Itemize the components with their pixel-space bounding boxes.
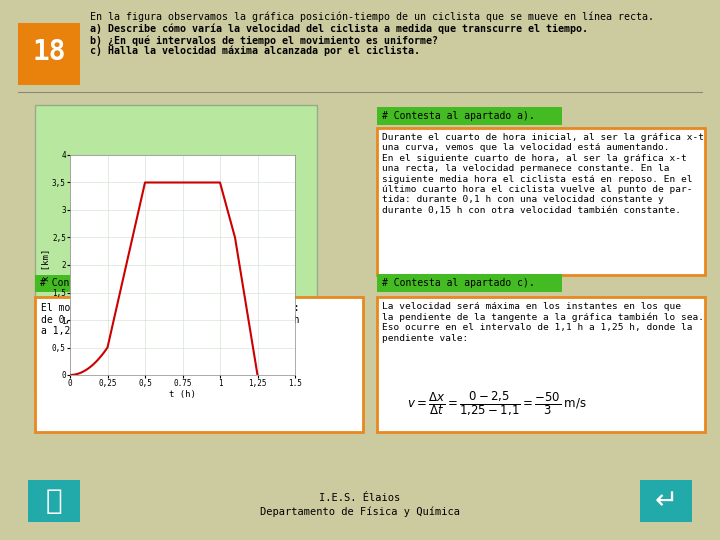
Bar [35, 105, 317, 390]
Text: ↵: ↵ [654, 487, 678, 515]
Bar [18, 23, 80, 85]
Text: b) ¿En qué intervalos de tiempo el movimiento es uniforme?: b) ¿En qué intervalos de tiempo el movim… [90, 35, 438, 45]
Text: $v = \dfrac{\Delta x}{\Delta t} = \dfrac{0 - 2{,}5}{1{,}25 - 1{,}1} = \dfrac{-50: $v = \dfrac{\Delta x}{\Delta t} = \dfrac… [407, 390, 587, 418]
Text: 18: 18 [32, 38, 66, 66]
Bar [377, 128, 705, 275]
Bar [377, 107, 562, 125]
Text: La velocidad será máxima en los instantes en los que
la pendiente de la tangente: La velocidad será máxima en los instante… [382, 302, 704, 343]
Text: Durante el cuarto de hora inicial, al ser la gráfica x-t
una curva, vemos que la: Durante el cuarto de hora inicial, al se… [382, 133, 704, 215]
Text: I.E.S. Élaios: I.E.S. Élaios [320, 493, 400, 503]
Text: Departamento de Física y Química: Departamento de Física y Química [260, 507, 460, 517]
Text: En la figura observamos la gráfica posición-tiempo de un ciclista que se mueve e: En la figura observamos la gráfica posic… [90, 12, 654, 23]
Bar [35, 297, 363, 432]
Text: ⓘ: ⓘ [45, 487, 63, 515]
Bar [640, 480, 692, 522]
Text: # Contesta al apartado c).: # Contesta al apartado c). [382, 278, 535, 288]
Text: # Contesta al apartado b).: # Contesta al apartado b). [40, 279, 193, 288]
Text: # Contesta al apartado a).: # Contesta al apartado a). [382, 111, 535, 121]
Y-axis label: x [km]: x [km] [42, 249, 50, 281]
Bar [28, 480, 80, 522]
Bar [35, 275, 195, 292]
Text: a) Describe cómo varía la velocidad del ciclista a medida que transcurre el tiem: a) Describe cómo varía la velocidad del … [90, 24, 588, 35]
Bar [377, 297, 705, 432]
Bar [377, 274, 562, 292]
X-axis label: t (h): t (h) [169, 389, 196, 399]
Text: El movimiento es uniforme en los intervalos:
de 0,25 h a 0,5 h, de 1 h a 1,1 h y: El movimiento es uniforme en los interva… [41, 303, 300, 336]
Text: c) Halla la velocidad máxima alcanzada por el ciclista.: c) Halla la velocidad máxima alcanzada p… [90, 46, 420, 57]
